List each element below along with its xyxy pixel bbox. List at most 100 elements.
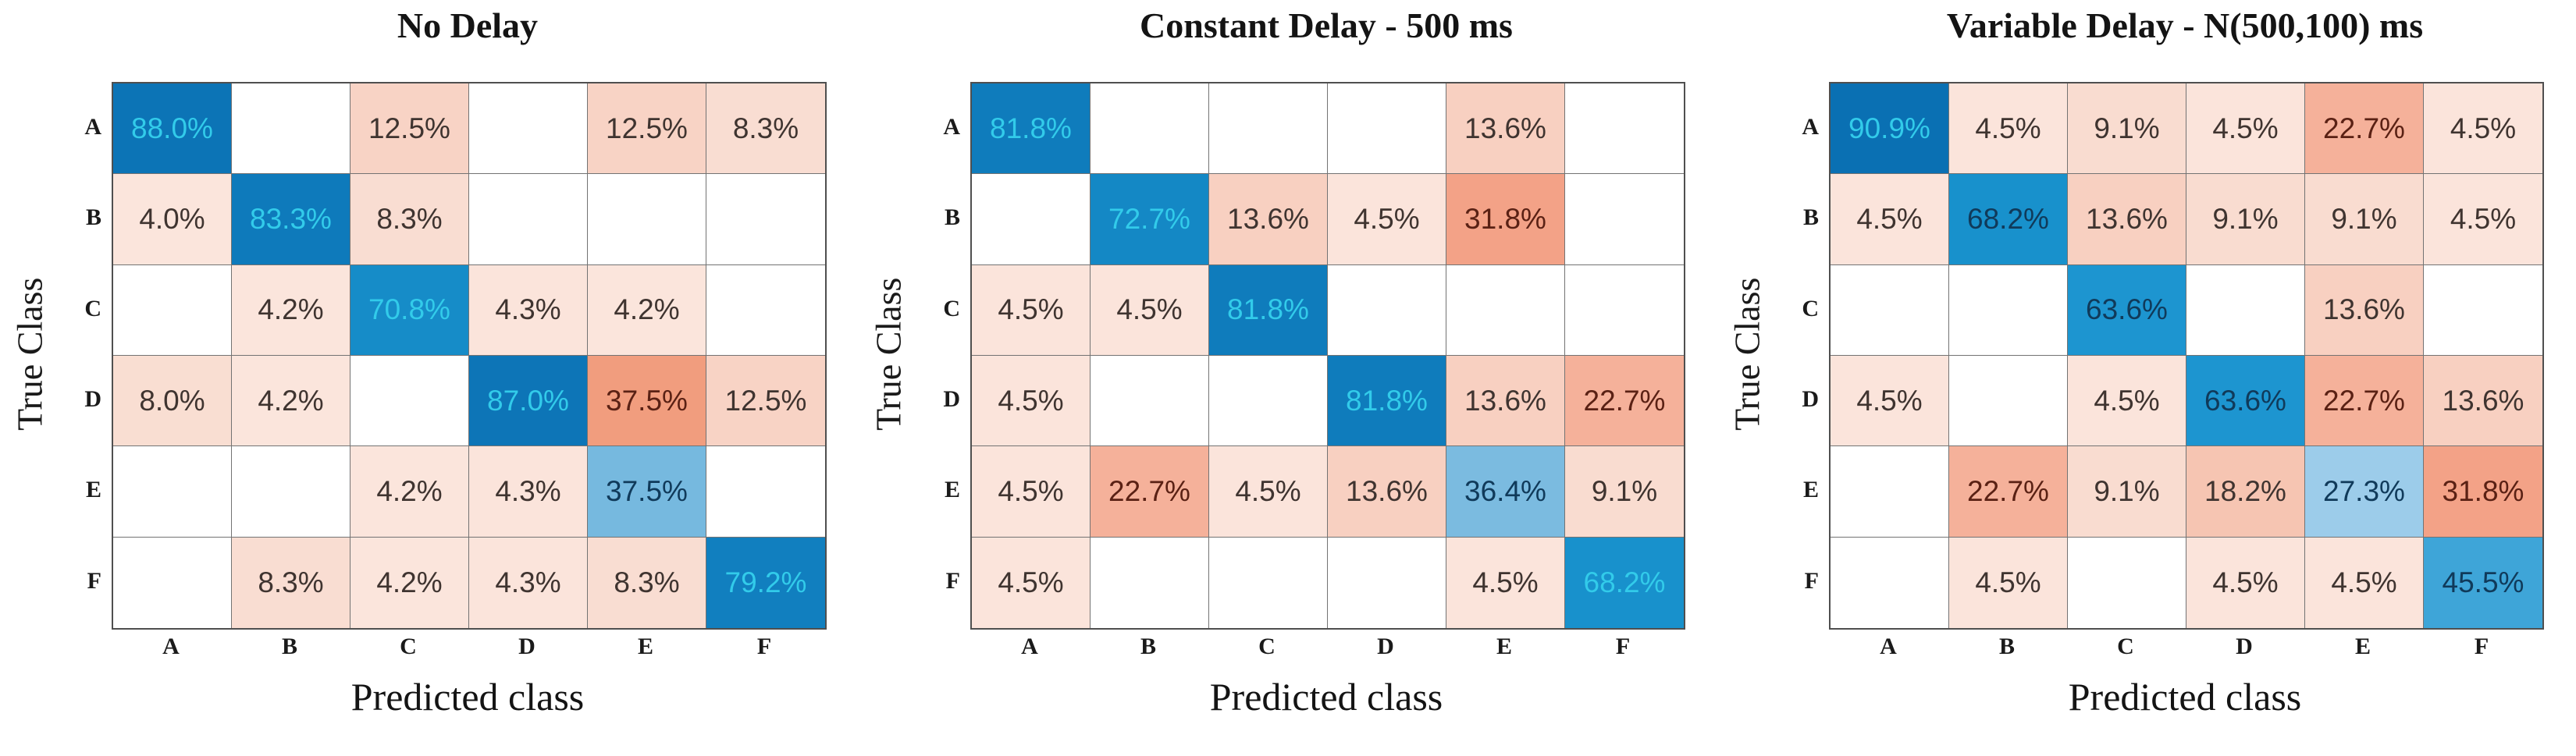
cell-B-C: 13.6% xyxy=(2068,174,2186,265)
row-tick-B: B xyxy=(944,204,960,231)
row-tick-E: E xyxy=(1802,477,1819,503)
cell-B-D xyxy=(469,174,588,265)
panel-no-delay: No Delay True Class A B C D E F 88.0% 12.5% 12.… xyxy=(0,0,859,756)
cell-C-E: 4.2% xyxy=(588,264,706,356)
row-tick-A: A xyxy=(943,114,960,140)
col-tick-labels: A B C D E F xyxy=(112,634,824,668)
cell-A-D xyxy=(1328,83,1446,175)
cell-C-E: 13.6% xyxy=(2305,264,2424,356)
x-axis-label: Predicted class xyxy=(2068,675,2302,719)
cell-B-D: 9.1% xyxy=(2186,174,2305,265)
cell-A-C: 12.5% xyxy=(350,83,469,175)
cell-B-C: 13.6% xyxy=(1209,174,1328,265)
cell-E-A xyxy=(1831,446,1949,538)
row-tick-D: D xyxy=(943,386,960,413)
col-tick-F: F xyxy=(2474,634,2489,659)
cell-F-A: 4.5% xyxy=(972,537,1091,628)
cell-C-F xyxy=(2424,265,2542,356)
cell-C-A xyxy=(113,264,232,356)
row-tick-B: B xyxy=(85,204,101,231)
cell-B-D: 4.5% xyxy=(1328,174,1446,265)
cell-A-F: 8.3% xyxy=(706,83,825,175)
cell-E-D: 18.2% xyxy=(2186,446,2305,538)
panel-variable-delay: Variable Delay - N(500,100) ms True Clas… xyxy=(1717,0,2576,756)
row-tick-labels: A B C D E F xyxy=(1775,82,1819,626)
confusion-grid-constant-delay: 81.8% 13.6% 72.7% 13.6% 4.5% 31.8% 4.5% 4.5% 81.… xyxy=(970,82,1685,630)
cell-C-B: 4.5% xyxy=(1091,264,1209,356)
cell-E-C: 4.2% xyxy=(350,446,469,538)
cell-E-F xyxy=(706,446,825,538)
cell-E-C: 4.5% xyxy=(1209,446,1328,538)
confusion-grid-variable-delay: 90.9% 4.5% 9.1% 4.5% 22.7% 4.5% 4.5% 68.2% 13.6%… xyxy=(1829,82,2544,630)
col-tick-E: E xyxy=(2354,634,2371,659)
cell-B-B: 83.3% xyxy=(232,174,350,265)
row-tick-E: E xyxy=(85,477,101,503)
cell-E-E: 37.5% xyxy=(588,446,706,538)
cell-C-F xyxy=(706,265,825,356)
cell-F-A xyxy=(113,537,232,628)
cell-B-A: 4.5% xyxy=(1831,174,1949,265)
cell-A-B: 4.5% xyxy=(1949,83,2068,175)
cell-E-B: 22.7% xyxy=(1949,446,2068,538)
cell-D-A: 4.5% xyxy=(972,356,1091,447)
cell-D-B xyxy=(1091,356,1209,447)
cell-D-C xyxy=(1209,356,1328,447)
cell-D-F: 13.6% xyxy=(2424,356,2542,447)
x-axis-label: Predicted class xyxy=(350,675,585,719)
cell-B-A xyxy=(972,174,1091,265)
row-tick-E: E xyxy=(944,477,960,503)
cell-C-A: 4.5% xyxy=(972,264,1091,356)
cell-D-F: 22.7% xyxy=(1565,356,1684,447)
cell-F-E: 4.5% xyxy=(2305,537,2424,628)
y-axis-label: True Class xyxy=(9,277,50,431)
cell-D-D: 81.8% xyxy=(1328,356,1446,447)
col-tick-A: A xyxy=(1021,634,1038,659)
cell-D-A: 4.5% xyxy=(1831,356,1949,447)
cell-E-A: 4.5% xyxy=(972,446,1091,538)
col-tick-A: A xyxy=(1880,634,1897,659)
cell-A-E: 22.7% xyxy=(2305,83,2424,175)
cell-F-E: 4.5% xyxy=(1446,537,1565,628)
row-tick-A: A xyxy=(1802,114,1819,140)
cell-A-B xyxy=(1091,83,1209,175)
cell-B-F xyxy=(1565,174,1684,265)
row-tick-B: B xyxy=(1802,204,1819,231)
cell-A-E: 12.5% xyxy=(588,83,706,175)
row-tick-F: F xyxy=(945,567,960,594)
cell-F-F: 45.5% xyxy=(2424,537,2542,628)
cell-F-D: 4.3% xyxy=(469,537,588,628)
col-tick-F: F xyxy=(756,634,772,659)
cell-B-F xyxy=(706,174,825,265)
cell-B-C: 8.3% xyxy=(350,174,469,265)
col-tick-B: B xyxy=(281,634,297,659)
row-tick-F: F xyxy=(1804,567,1819,594)
cell-F-B: 4.5% xyxy=(1949,537,2068,628)
cell-B-B: 72.7% xyxy=(1091,174,1209,265)
cell-C-B xyxy=(1949,264,2068,356)
row-tick-D: D xyxy=(84,386,101,413)
cell-C-A xyxy=(1831,264,1949,356)
cell-A-D xyxy=(469,83,588,175)
cell-B-E xyxy=(588,174,706,265)
cell-A-B xyxy=(232,83,350,175)
cell-A-F xyxy=(1565,83,1684,175)
col-tick-labels: A B C D E F xyxy=(970,634,1682,668)
cell-F-C: 4.2% xyxy=(350,537,469,628)
cell-B-E: 9.1% xyxy=(2305,174,2424,265)
cell-A-A: 90.9% xyxy=(1831,83,1949,175)
cell-B-B: 68.2% xyxy=(1949,174,2068,265)
cell-F-E: 8.3% xyxy=(588,537,706,628)
col-tick-B: B xyxy=(1998,634,2015,659)
cell-F-C xyxy=(2068,537,2186,628)
col-tick-E: E xyxy=(637,634,653,659)
col-tick-B: B xyxy=(1140,634,1156,659)
row-tick-C: C xyxy=(943,295,960,321)
cell-A-A: 81.8% xyxy=(972,83,1091,175)
col-tick-C: C xyxy=(2117,634,2134,659)
cell-C-D: 4.3% xyxy=(469,264,588,356)
cell-E-B xyxy=(232,446,350,538)
row-tick-A: A xyxy=(84,114,101,140)
cell-F-B: 8.3% xyxy=(232,537,350,628)
y-axis-label: True Class xyxy=(868,277,909,431)
